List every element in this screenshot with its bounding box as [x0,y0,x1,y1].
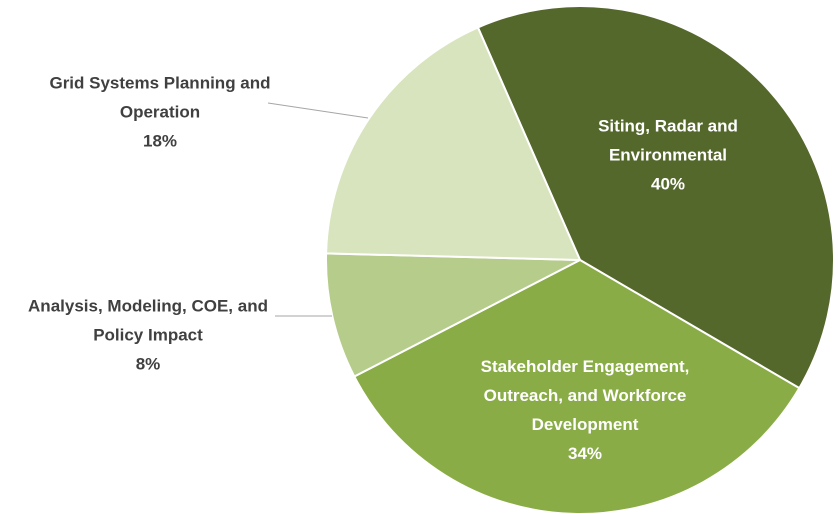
slice-label: Grid Systems Planning and Operation 18% [48,69,273,156]
value-label: 34% [567,444,603,463]
slice-label: Stakeholder Engagement, Outreach, and Wo… [460,352,710,468]
pie-slice [325,252,581,378]
category-name: Analysis, Modeling, COE, and Policy Impa… [28,296,268,345]
category-name: Siting, Radar and Environmental [598,116,738,165]
value-label: 18% [142,131,178,151]
slice-label: Analysis, Modeling, COE, and Policy Impa… [23,292,273,379]
pie-slice [325,26,582,262]
category-name: Grid Systems Planning and Operation [49,73,271,122]
slice-label: Siting, Radar and Environmental 40% [573,112,763,199]
value-label: 8% [135,354,161,374]
value-label: 40% [650,174,686,194]
leader-line [267,102,369,119]
pie-slice [476,5,835,390]
category-name: Stakeholder Engagement, Outreach, and Wo… [480,357,690,434]
